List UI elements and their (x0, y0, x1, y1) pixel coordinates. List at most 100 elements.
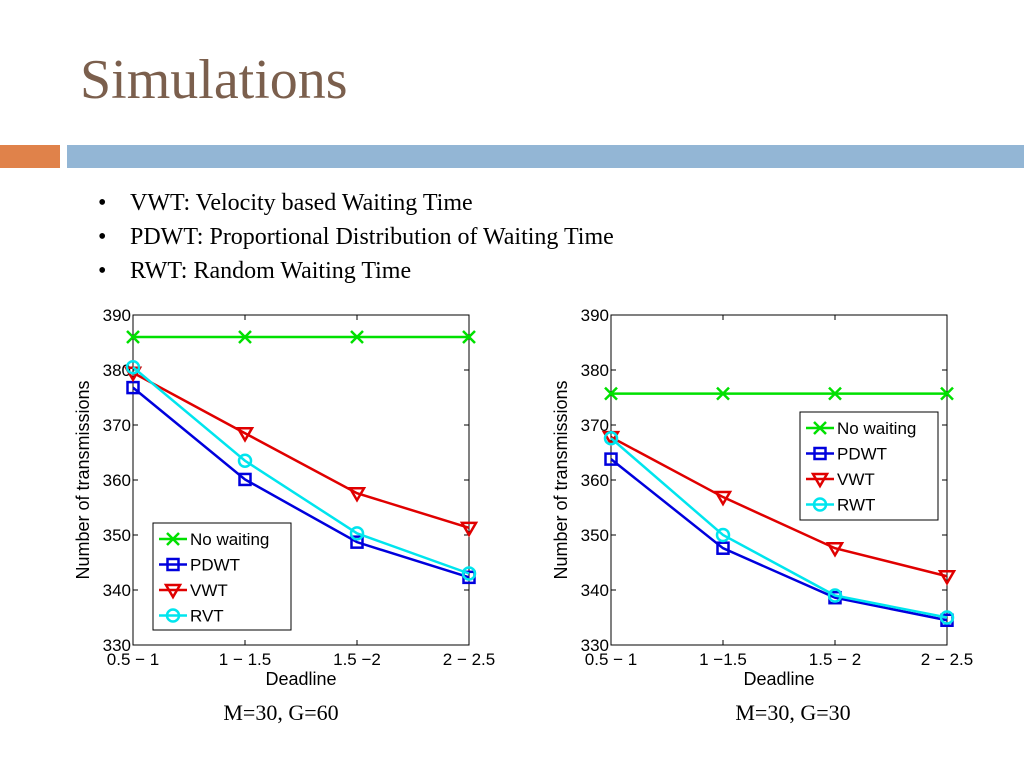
y-tick-label: 390 (103, 306, 131, 325)
legend-label: RVT (190, 607, 224, 626)
series-no-waiting (604, 386, 954, 401)
y-tick-label: 340 (103, 581, 131, 600)
data-point (825, 541, 845, 558)
slide-title: Simulations (80, 49, 348, 111)
data-point (126, 330, 140, 344)
x-tick-label: 1.5 −2 (333, 650, 381, 669)
x-tick-label: 1 −1.5 (699, 650, 747, 669)
series-pdwt (604, 452, 954, 627)
data-point (828, 386, 842, 401)
series-vwt (123, 366, 479, 538)
series-rvt (125, 360, 477, 581)
bullet-text: VWT: Velocity based Waiting Time (130, 190, 473, 216)
legend: No waiting PDWT VWT RVT (152, 522, 292, 631)
data-point (125, 360, 141, 375)
legend-label: No waiting (837, 419, 916, 438)
data-point (350, 330, 364, 344)
data-point (939, 610, 955, 625)
data-point (462, 330, 476, 344)
series-line (132, 366, 470, 575)
data-point (349, 526, 365, 541)
legend-marker (163, 583, 183, 600)
series-line (610, 437, 948, 619)
y-tick-label: 340 (581, 581, 609, 600)
chart-right-caption: M=30, G=30 (735, 700, 851, 725)
series-line (610, 435, 948, 578)
series-no-waiting (126, 330, 476, 344)
x-axis-label: Deadline (265, 669, 336, 689)
legend-label: VWT (190, 581, 228, 600)
title-accent-bar-blue (67, 145, 1024, 168)
bullet-text: RWT: Random Waiting Time (130, 258, 412, 284)
data-point (238, 330, 252, 344)
chart-right: 330 340 350 360 370 380 390 0.5 − 1 1 −1.5 1.5 − … (543, 296, 983, 692)
legend-label: RWT (837, 496, 875, 515)
y-tick-label: 380 (581, 361, 609, 380)
data-point (603, 430, 619, 446)
x-tick-label: 2 − 2.5 (443, 650, 495, 669)
data-point (604, 386, 618, 401)
x-tick-label: 0.5 − 1 (107, 650, 159, 669)
data-point (940, 386, 954, 401)
series-line (132, 386, 470, 579)
chart-svg: 330 340 350 360 370 380 390 0.5 − 1 1 − 1.5 1.5 −… (73, 306, 495, 689)
data-point (347, 486, 367, 503)
y-axis-label: Number of transmissions (73, 380, 93, 579)
legend-label: PDWT (837, 445, 887, 464)
data-point (715, 527, 731, 543)
data-point (350, 535, 364, 549)
x-tick-label: 0.5 − 1 (585, 650, 637, 669)
y-tick-label: 370 (581, 416, 609, 435)
bullet-list: • VWT: Velocity based Waiting Time • PDWT:… (98, 188, 614, 290)
legend-label: No waiting (190, 530, 269, 549)
x-axis-label: Deadline (743, 669, 814, 689)
series-vwt (601, 430, 957, 586)
legend-marker (166, 532, 180, 546)
y-tick-label: 350 (581, 526, 609, 545)
legend: No waiting PDWT VWT RWT (799, 411, 939, 521)
legend-label: VWT (837, 470, 875, 489)
data-point (237, 453, 253, 468)
data-point (713, 490, 733, 507)
y-tick-label: 370 (103, 416, 131, 435)
data-point (716, 386, 730, 401)
bullet-item: • VWT: Velocity based Waiting Time (98, 190, 473, 216)
title-accent-bar-orange (0, 145, 60, 168)
bullet-item: • RWT: Random Waiting Time (98, 258, 412, 284)
y-tick-label: 330 (103, 636, 131, 655)
chart-left: 330 340 350 360 370 380 390 0.5 − 1 1 − 1.5 1.5 −… (65, 296, 505, 692)
y-tick-label: 330 (581, 636, 609, 655)
data-point (235, 427, 255, 443)
data-point (461, 566, 477, 581)
chart-svg: 330 340 350 360 370 380 390 0.5 − 1 1 −1.5 1.5 − … (551, 306, 973, 689)
legend-marker (166, 557, 180, 572)
data-point (604, 452, 618, 466)
y-tick-label: 390 (581, 306, 609, 325)
chart-left-caption: M=30, G=60 (223, 700, 339, 725)
x-tick-label: 2 − 2.5 (921, 650, 973, 669)
legend-marker (813, 446, 827, 461)
bullet-item: • PDWT: Proportional Distribution of Wait… (98, 224, 614, 250)
legend-label: PDWT (190, 556, 240, 575)
legend-marker (810, 472, 830, 489)
x-tick-label: 1.5 − 2 (809, 650, 861, 669)
series-pdwt (126, 380, 476, 585)
series-rwt (603, 430, 955, 625)
y-axis-label: Number of transmissions (551, 380, 571, 579)
data-point (459, 521, 479, 538)
y-tick-label: 360 (581, 471, 609, 490)
y-tick-label: 360 (103, 471, 131, 490)
series-line (132, 371, 470, 530)
data-point (937, 570, 957, 586)
legend-marker (165, 608, 181, 623)
data-point (716, 541, 730, 555)
data-point (827, 588, 843, 603)
series-line (610, 458, 948, 622)
y-tick-label: 380 (103, 361, 131, 380)
bullet-text: PDWT: Proportional Distribution of Waiti… (130, 224, 614, 250)
x-tick-label: 1 − 1.5 (219, 650, 271, 669)
y-tick-label: 350 (103, 526, 131, 545)
data-point (238, 472, 252, 487)
legend-marker (812, 497, 828, 512)
legend-marker (813, 421, 827, 435)
